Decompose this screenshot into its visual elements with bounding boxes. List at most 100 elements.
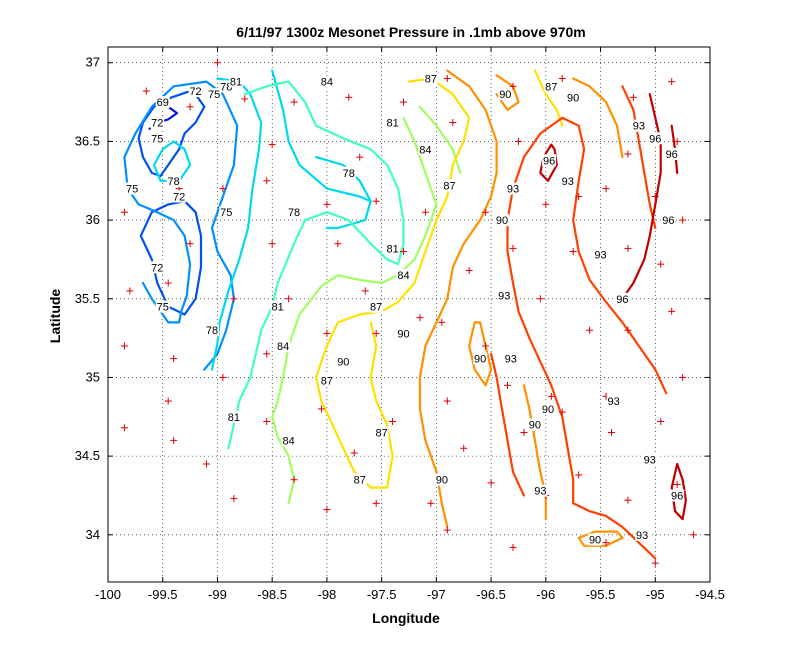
station-marker — [361, 287, 369, 295]
x-tick-label: -99.5 — [148, 587, 178, 602]
station-marker — [558, 74, 566, 82]
contour-label-84: 84 — [319, 75, 334, 89]
svg-text:81: 81 — [272, 302, 284, 314]
station-marker — [504, 381, 512, 389]
contour-label-78: 78 — [166, 174, 181, 188]
svg-text:81: 81 — [228, 412, 240, 424]
station-marker — [345, 93, 353, 101]
svg-text:93: 93 — [562, 176, 574, 188]
contour-label-93: 93 — [505, 182, 520, 196]
y-tick-label: 35.5 — [75, 291, 100, 306]
station-marker — [607, 429, 615, 437]
station-marker — [651, 192, 659, 200]
station-marker — [317, 405, 325, 413]
station-marker — [487, 479, 495, 487]
station-marker — [186, 103, 194, 111]
station-marker — [334, 240, 342, 248]
station-marker — [241, 95, 249, 103]
station-marker — [443, 397, 451, 405]
grid — [107, 47, 711, 582]
station-marker — [323, 506, 331, 514]
station-marker — [536, 295, 544, 303]
contour-line-84 — [418, 105, 462, 174]
y-tick-label: 35 — [86, 369, 100, 384]
svg-text:90: 90 — [567, 92, 579, 104]
contour-line-84 — [271, 285, 323, 505]
y-tick-label: 34 — [86, 527, 100, 542]
svg-text:75: 75 — [220, 207, 232, 219]
contour-label-87: 87 — [352, 473, 367, 487]
contour-label-93: 93 — [631, 119, 646, 133]
contour-label-84: 84 — [276, 339, 291, 353]
y-tick-label: 36 — [86, 212, 100, 227]
station-marker — [263, 418, 271, 425]
svg-text:90: 90 — [542, 404, 554, 416]
station-marker — [438, 318, 446, 326]
contour-line-90 — [468, 321, 493, 387]
station-marker — [520, 429, 528, 437]
svg-text:78: 78 — [168, 176, 180, 188]
y-axis-title: Latitude — [47, 289, 63, 344]
svg-text:87: 87 — [321, 376, 333, 388]
contour-label-84: 84 — [396, 269, 411, 282]
station-marker — [389, 418, 397, 425]
contour-label-93: 93 — [560, 174, 575, 188]
contour-label-90: 90 — [541, 402, 556, 416]
svg-text:93: 93 — [633, 121, 645, 133]
y-tick-label: 37 — [86, 55, 100, 70]
station-marker — [230, 295, 238, 303]
contour-line-90 — [577, 530, 624, 547]
station-marker — [170, 355, 178, 363]
contour-line-87 — [320, 321, 394, 489]
station-marker — [602, 539, 610, 547]
contour-label-75: 75 — [155, 300, 170, 314]
x-axis-title: Longitude — [372, 610, 440, 626]
svg-text:93: 93 — [644, 454, 656, 466]
station-marker — [558, 408, 566, 416]
contour-label-90: 90 — [588, 533, 603, 547]
x-tick-label: -97 — [427, 587, 446, 602]
station-marker — [170, 436, 178, 444]
station-marker — [356, 153, 364, 161]
contour-label-93: 93 — [606, 395, 621, 408]
contour-line-96 — [670, 462, 688, 521]
station-marker — [575, 471, 583, 479]
svg-text:87: 87 — [443, 180, 455, 192]
station-marker — [263, 350, 271, 358]
contour-label-87: 87 — [369, 300, 384, 314]
contour-lines — [123, 69, 688, 560]
station-marker — [120, 424, 128, 432]
contour-line-81 — [303, 211, 400, 266]
x-tick-label: -96 — [536, 587, 555, 602]
contour-line-90 — [522, 384, 547, 521]
svg-text:96: 96 — [616, 294, 628, 306]
contour-label-93: 93 — [497, 289, 512, 303]
contour-label-93: 93 — [533, 484, 548, 498]
contour-line-78 — [271, 69, 372, 203]
chart-title: 6/11/97 1300z Mesonet Pressure in .1mb a… — [236, 24, 585, 40]
contour-label-96: 96 — [542, 154, 557, 167]
x-tick-label: -94.5 — [695, 587, 725, 602]
station-marker — [427, 499, 435, 507]
station-marker — [482, 208, 490, 216]
station-marker — [400, 248, 408, 256]
station-marker — [164, 279, 172, 287]
station-marker — [460, 444, 468, 452]
contour-label-93: 93 — [635, 528, 650, 542]
contour-label-81: 81 — [385, 116, 400, 130]
contour-label-72: 72 — [188, 85, 203, 98]
station-marker — [120, 208, 128, 216]
x-tick-label: -95 — [646, 587, 665, 602]
svg-text:93: 93 — [636, 530, 648, 542]
station-marker — [690, 531, 698, 539]
contour-line-84 — [320, 116, 438, 288]
svg-text:84: 84 — [397, 270, 409, 282]
contour-line-87 — [314, 77, 471, 403]
contour-label-96: 96 — [648, 132, 663, 145]
station-marker — [586, 326, 594, 334]
svg-text:72: 72 — [151, 262, 163, 274]
svg-text:75: 75 — [208, 89, 220, 101]
station-marker — [443, 74, 451, 82]
contour-line-96 — [621, 93, 662, 300]
contour-label-72: 72 — [150, 116, 165, 130]
